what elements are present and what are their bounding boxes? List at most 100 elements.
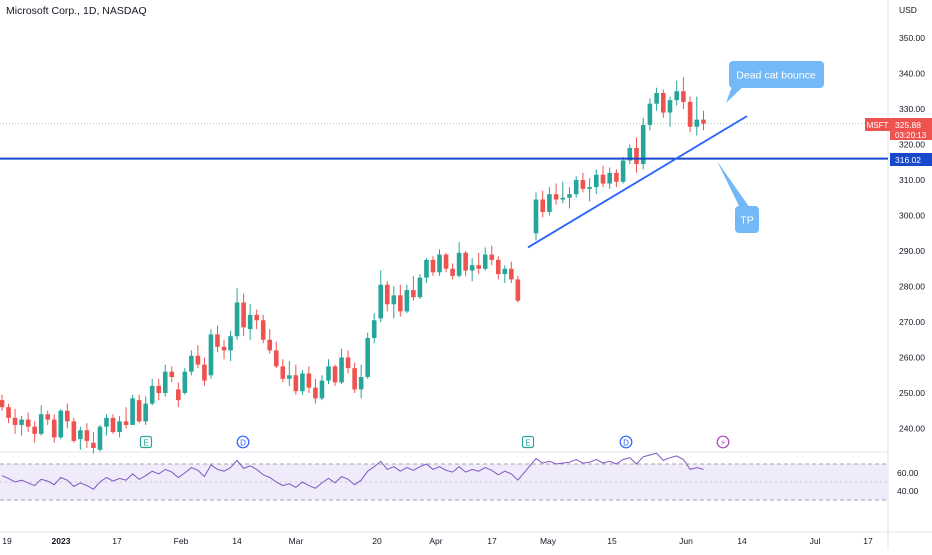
time-axis[interactable]: 19 2023 17 Feb 14 Mar 20 Apr 17 May 15 Jun 14 Jul 17 [2,536,873,546]
candle-body[interactable] [345,357,351,369]
candle-body[interactable] [580,180,586,189]
candle-body[interactable] [71,421,77,441]
candle-body[interactable] [25,419,31,427]
candle-body[interactable] [65,410,70,422]
split-event-icon[interactable]: ⚡ [716,435,730,449]
candle-body[interactable] [169,371,175,378]
candle-body[interactable] [221,346,227,351]
earnings-event-icon[interactable]: E [521,435,535,449]
candle-body[interactable] [32,426,37,434]
candle-body[interactable] [300,373,305,392]
candle-body[interactable] [701,119,706,124]
candle-body[interactable] [339,357,344,383]
candle-body[interactable] [313,387,318,399]
candle-body[interactable] [687,101,693,127]
candle-body[interactable] [319,380,325,399]
candle-body[interactable] [215,334,220,347]
candle-body[interactable] [614,172,619,182]
trend-line[interactable] [527,115,748,249]
candle-body[interactable] [647,103,653,125]
candle-body[interactable] [573,180,579,195]
candle-body[interactable] [560,197,566,200]
candle-body[interactable] [45,414,51,420]
candle-body[interactable] [136,400,142,422]
candle-body[interactable] [469,265,475,271]
candle-body[interactable] [189,355,194,372]
tp-callout[interactable]: TP [717,161,759,233]
candle-body[interactable] [91,442,96,449]
candle-body[interactable] [391,295,397,305]
candle-body[interactable] [326,366,331,381]
candle-body[interactable] [654,93,659,104]
candle-body[interactable] [287,375,292,379]
candle-body[interactable] [234,302,240,337]
candle-body[interactable] [51,419,57,438]
candle-body[interactable] [476,265,481,269]
candle-body[interactable] [515,279,521,301]
candle-body[interactable] [293,375,299,392]
candle-body[interactable] [208,334,214,376]
candle-body[interactable] [12,417,18,425]
candle-body[interactable] [627,148,633,161]
candle-body[interactable] [567,194,572,198]
candle-body[interactable] [247,314,253,330]
candle-body[interactable] [378,284,384,319]
candle-body[interactable] [634,148,639,165]
candle-body[interactable] [502,268,508,275]
candle-body[interactable] [456,252,462,276]
dividend-event-icon[interactable]: D [619,435,633,449]
candle-body[interactable] [228,336,233,351]
candle-body[interactable] [424,259,429,278]
candle-body[interactable] [398,295,403,312]
candle-body[interactable] [202,364,207,381]
dividend-event-icon[interactable]: D [236,435,250,449]
candle-body[interactable] [430,259,436,273]
candle-body[interactable] [553,194,559,200]
candle-body[interactable] [130,398,135,425]
candle-body[interactable] [0,400,5,408]
price-axis-pane[interactable] [888,0,932,550]
candle-body[interactable] [254,314,259,321]
candle-body[interactable] [533,199,539,234]
candle-body[interactable] [352,368,357,390]
candle-body[interactable] [495,259,501,275]
candle-body[interactable] [6,407,11,418]
candle-body[interactable] [58,410,64,438]
candle-body[interactable] [694,119,700,127]
candle-body[interactable] [267,339,273,351]
candle-body[interactable] [273,350,279,367]
candle-body[interactable] [260,320,266,340]
candle-body[interactable] [38,414,44,434]
candle-body[interactable] [117,421,122,433]
candle-body[interactable] [594,174,599,188]
candle-body[interactable] [661,93,666,113]
candle-body[interactable] [600,174,606,184]
candle-body[interactable] [84,430,90,441]
candle-body[interactable] [182,371,188,393]
candle-body[interactable] [306,373,312,388]
candle-body[interactable] [143,403,148,422]
candle-body[interactable] [437,254,442,273]
candle-body[interactable] [404,290,410,312]
candle-body[interactable] [620,160,626,182]
candle-body[interactable] [681,91,686,102]
candle-body[interactable] [509,268,514,280]
candle-body[interactable] [371,320,377,338]
candle-body[interactable] [587,187,592,189]
candle-body[interactable] [280,366,286,379]
candle-body[interactable] [176,389,181,401]
candle-body[interactable] [195,355,201,365]
rsi-line[interactable] [1,452,704,490]
candle-body[interactable] [123,421,129,425]
candle-body[interactable] [667,100,673,113]
candle-body[interactable] [365,337,370,378]
candle-body[interactable] [443,254,449,269]
candle-body[interactable] [482,254,488,269]
dead-cat-bounce-callout[interactable]: Dead cat bounce [726,61,824,103]
candle-body[interactable] [450,268,455,276]
candle-body[interactable] [607,172,612,184]
earnings-event-icon[interactable]: E [139,435,153,449]
candle-body[interactable] [411,290,416,298]
candle-body[interactable] [332,366,338,383]
